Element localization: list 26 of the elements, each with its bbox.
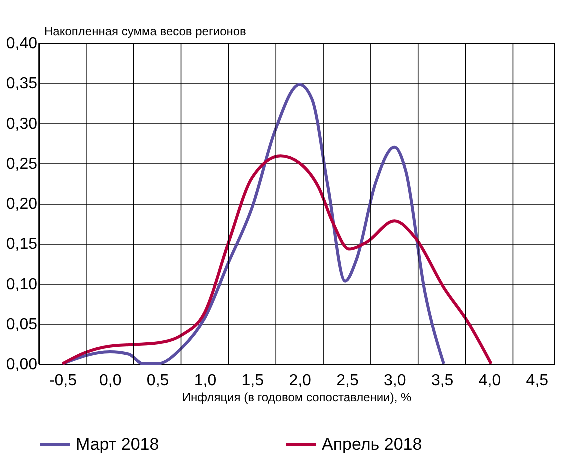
- y-tick-label: 0,20: [6, 196, 38, 213]
- y-tick-label: 0,10: [6, 276, 38, 294]
- y-tick-label: 0,35: [6, 76, 38, 93]
- x-tick-label: -0,5: [49, 372, 78, 390]
- x-tick-label: 4,5: [526, 372, 549, 390]
- y-tick-label: 0,25: [6, 156, 38, 173]
- y-tick-label: 0,15: [6, 236, 38, 254]
- x-tick-label: 3,5: [431, 372, 454, 390]
- x-tick-label: 1,0: [194, 372, 217, 390]
- x-tick-label: 3,0: [384, 372, 406, 390]
- x-tick-label: 2,5: [336, 372, 359, 390]
- y-tick-label: 0,40: [6, 36, 38, 52]
- x-axis-title: Инфляция (в годовом сопоставлении), %: [182, 390, 412, 404]
- x-tick-label: 1,5: [242, 372, 264, 390]
- x-tick-label: 0,5: [146, 372, 170, 390]
- x-tick-label: 2,0: [289, 372, 312, 390]
- y-axis-title: Накопленная сумма весов регионов: [44, 24, 246, 38]
- y-tick-label: 0,00: [6, 356, 38, 374]
- y-tick-label: 0,30: [6, 116, 38, 133]
- x-tick-label: 0,0: [100, 372, 122, 390]
- line-series: [61, 83, 446, 366]
- x-tick-label: 4,0: [478, 372, 502, 390]
- line-series: [61, 154, 493, 366]
- legend-label: Апрель 2018: [322, 434, 422, 454]
- y-tick-label: 0,05: [6, 316, 38, 334]
- legend-label: Март 2018: [76, 434, 160, 454]
